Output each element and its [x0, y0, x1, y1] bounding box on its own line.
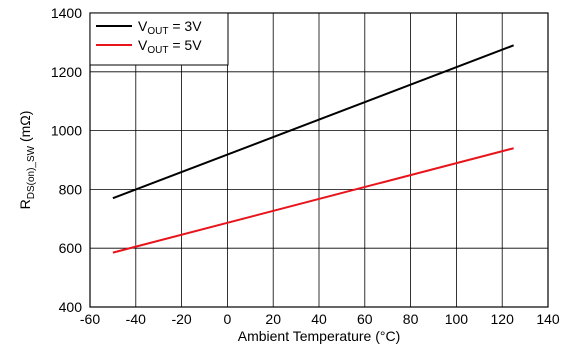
y-axis-title-main: R — [17, 199, 33, 209]
x-axis-title: Ambient Temperature (°C) — [238, 328, 401, 344]
y-tick-label: 1400 — [51, 5, 82, 21]
x-tick-label: 20 — [265, 311, 281, 327]
x-tick-label: 140 — [536, 311, 560, 327]
x-tick-label: -60 — [80, 311, 100, 327]
legend-entry-rest: = 3V — [168, 18, 202, 34]
series-line-1 — [113, 148, 514, 252]
y-axis-title-subscript: DS(on)_SW — [26, 145, 37, 199]
x-tick-label: 100 — [445, 311, 469, 327]
legend-box — [90, 13, 228, 65]
y-tick-label: 800 — [59, 181, 83, 197]
x-tick-label: 60 — [357, 311, 373, 327]
legend: VOUT = 3V VOUT = 5V — [90, 13, 228, 65]
x-tick-label: -20 — [171, 311, 191, 327]
y-tick-label: 600 — [59, 240, 83, 256]
series-line-0 — [113, 45, 514, 198]
y-tick-label: 400 — [59, 299, 83, 315]
y-tick-label: 1000 — [51, 123, 82, 139]
x-tick-label: 40 — [311, 311, 327, 327]
y-axis-title: RDS(on)_SW (mΩ) — [17, 111, 37, 210]
x-tick-label: -40 — [126, 311, 146, 327]
legend-entry-rest: = 5V — [168, 37, 202, 53]
x-tick-label: 120 — [491, 311, 515, 327]
legend-entry-subscript: OUT — [147, 45, 168, 56]
legend-entry-subscript: OUT — [147, 26, 168, 37]
series-lines — [113, 45, 514, 252]
x-tick-label: 0 — [224, 311, 232, 327]
y-axis-title-unit: (mΩ) — [17, 111, 33, 146]
y-tick-label: 1200 — [51, 64, 82, 80]
x-tick-label: 80 — [403, 311, 419, 327]
